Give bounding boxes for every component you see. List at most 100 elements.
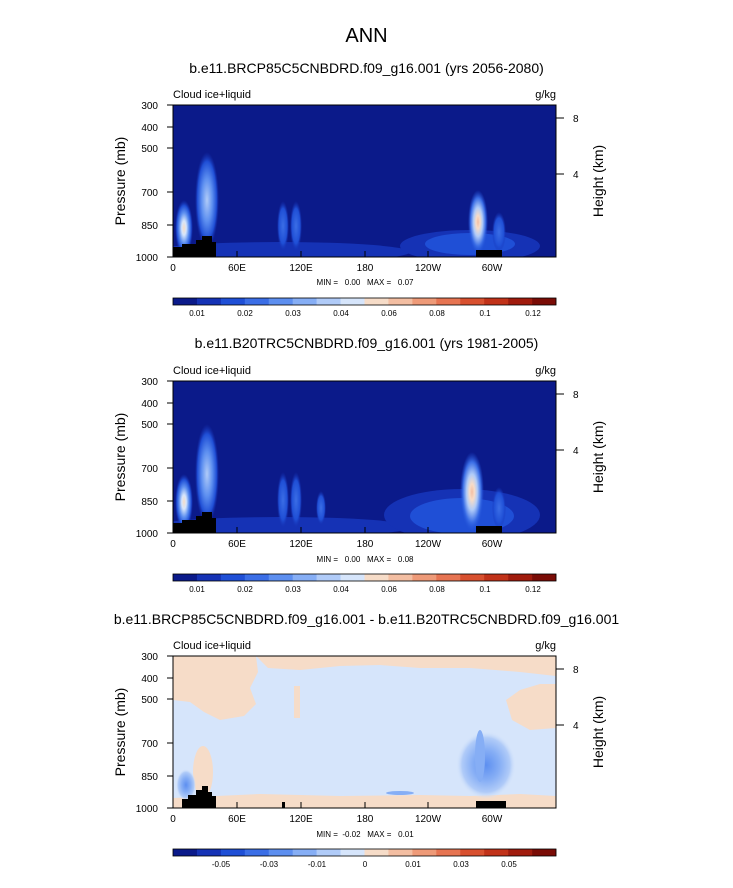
colorbar-label: -0.01 xyxy=(308,860,327,869)
colorbar-swatch xyxy=(316,849,341,856)
panel-1-field xyxy=(173,105,556,257)
colorbar-swatch xyxy=(460,298,485,305)
colorbar-label: 0.01 xyxy=(189,585,205,594)
colorbar-swatch xyxy=(244,849,270,856)
panel-2-colorbar xyxy=(172,573,557,582)
panel-3-y-axis-label: Pressure (mb) xyxy=(112,688,128,777)
y-tick-marks xyxy=(167,380,173,534)
panel-2-y-axis-label: Pressure (mb) xyxy=(112,413,128,502)
panel-2-plume-0e xyxy=(175,474,193,530)
panel-3-negative-180 xyxy=(386,791,414,795)
y-tick-label: 500 xyxy=(141,695,158,706)
colorbar-swatch xyxy=(412,298,437,305)
colorbar-swatch xyxy=(484,849,509,856)
panel-3-topography-islands xyxy=(282,802,285,808)
y-tick-label: 400 xyxy=(141,399,158,410)
colorbar-label: 0.04 xyxy=(333,309,349,318)
panel-1-min-max: MIN = 0.00 MAX = 0.07 xyxy=(317,278,414,287)
colorbar-label: 0.08 xyxy=(429,309,445,318)
x-tick-label: 60W xyxy=(482,539,503,550)
colorbar-swatch xyxy=(292,298,317,305)
colorbar-swatch xyxy=(388,298,413,305)
colorbar-swatch xyxy=(388,574,413,581)
panel-1-topography xyxy=(173,236,216,257)
colorbar-swatch xyxy=(244,574,270,581)
colorbar-swatch xyxy=(460,574,485,581)
panel-2-plume-110e xyxy=(290,472,302,528)
panel-3-units-label: g/kg xyxy=(535,640,556,652)
y-right-tick-label: 8 xyxy=(573,665,579,676)
x-tick-label: 60E xyxy=(228,539,246,550)
x-tick-label: 120E xyxy=(289,814,313,825)
colorbar-swatch xyxy=(196,849,222,856)
y-tick-label: 700 xyxy=(141,739,158,750)
colorbar-label: 0.06 xyxy=(381,309,397,318)
panel-2-y-right-ticks: 8 4 xyxy=(556,390,579,457)
colorbar-label: 0.06 xyxy=(381,585,397,594)
panel-1-colorbar xyxy=(172,297,557,306)
panel-2-plume-100e xyxy=(277,472,289,528)
x-tick-label: 0 xyxy=(170,539,176,550)
colorbar-swatch xyxy=(532,849,557,856)
colorbar-swatch xyxy=(460,849,485,856)
x-tick-label: 0 xyxy=(170,263,176,274)
panel-3-negative-60w-core xyxy=(475,730,485,782)
colorbar-swatch xyxy=(364,849,389,856)
colorbar-swatch xyxy=(220,849,246,856)
y-tick-label: 850 xyxy=(141,221,158,232)
panel-1-colorbar-labels: 0.01 0.02 0.03 0.04 0.06 0.08 0.1 0.12 xyxy=(189,309,541,318)
panel-1: b.e11.BRCP85C5CNBDRD.f09_g16.001 (yrs 20… xyxy=(112,60,606,318)
colorbar-swatch xyxy=(364,298,389,305)
panel-3-y-right-axis-label: Height (km) xyxy=(590,696,606,768)
colorbar-label: 0.02 xyxy=(237,309,253,318)
colorbar-swatch xyxy=(508,849,533,856)
colorbar-label: 0.03 xyxy=(453,860,469,869)
colorbar-label: 0 xyxy=(363,860,368,869)
panel-2-topography-andes xyxy=(476,526,502,533)
panel-3-colorbar xyxy=(172,848,557,857)
panel-3: b.e11.BRCP85C5CNBDRD.f09_g16.001 - b.e11… xyxy=(112,611,619,869)
y-tick-marks xyxy=(167,655,173,809)
panel-2-surface-band-east-inner xyxy=(410,498,514,533)
colorbar-swatch xyxy=(196,298,222,305)
panel-1-plume-100e xyxy=(277,201,289,251)
panel-3-y-ticks: 300 400 500 700 850 1000 xyxy=(136,652,173,815)
colorbar-label: 0.03 xyxy=(285,309,301,318)
panel-1-plume-0e xyxy=(175,200,193,256)
colorbar-swatch xyxy=(484,298,509,305)
panel-1-plume-110e xyxy=(290,201,302,251)
colorbar-label: 0.12 xyxy=(525,309,541,318)
colorbar-label: 0.01 xyxy=(189,309,205,318)
y-tick-label: 1000 xyxy=(136,253,159,264)
colorbar-swatch xyxy=(484,574,509,581)
y-tick-label: 400 xyxy=(141,123,158,134)
x-tick-label: 60W xyxy=(482,814,503,825)
x-tick-label: 60E xyxy=(228,814,246,825)
colorbar-swatch xyxy=(316,298,341,305)
colorbar-swatch xyxy=(268,298,293,305)
y-right-tick-label: 8 xyxy=(573,390,579,401)
panel-2-y-right-axis-label: Height (km) xyxy=(590,421,606,493)
colorbar-swatch xyxy=(316,574,341,581)
colorbar-swatch xyxy=(268,849,293,856)
panel-2-min-max: MIN = 0.00 MAX = 0.08 xyxy=(317,555,414,564)
colorbar-swatch xyxy=(508,574,533,581)
panel-2-x-ticks: 0 60E 120E 180 120W 60W xyxy=(170,527,503,550)
y-tick-label: 400 xyxy=(141,674,158,685)
x-tick-label: 180 xyxy=(357,539,374,550)
panel-2-surface-band xyxy=(173,517,410,533)
panel-2-y-ticks: 300 400 500 700 850 1000 xyxy=(136,377,173,540)
colorbar-frame xyxy=(172,297,557,306)
colorbar-label: 0.04 xyxy=(333,585,349,594)
panel-3-x-ticks: 0 60E 120E 180 120W 60W xyxy=(170,802,503,825)
panel-2-plume-140e xyxy=(316,491,326,525)
x-tick-label: 120W xyxy=(415,814,442,825)
panel-3-variable-label: Cloud ice+liquid xyxy=(173,640,251,652)
colorbar-swatch xyxy=(532,574,557,581)
panel-3-negative-60w xyxy=(456,731,516,799)
panel-2-variable-label: Cloud ice+liquid xyxy=(173,365,251,377)
panel-3-y-right-ticks: 8 4 xyxy=(556,665,579,732)
y-tick-label: 850 xyxy=(141,772,158,783)
panel-1-x-ticks: 0 60E 120E 180 120W 60W xyxy=(170,251,503,274)
